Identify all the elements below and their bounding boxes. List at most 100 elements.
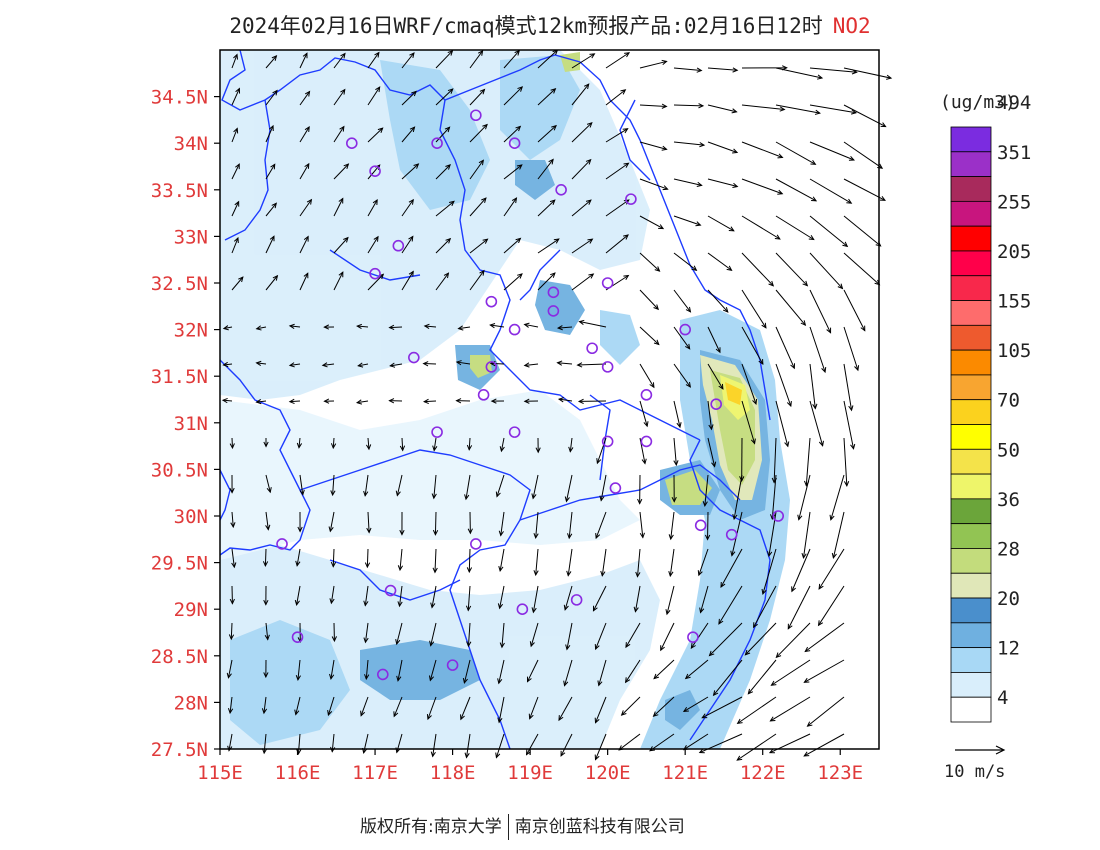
- wind-vector: [396, 733, 403, 753]
- footer-divider: [507, 814, 509, 840]
- wind-vector-head: [698, 748, 705, 754]
- wind-vector-head: [620, 89, 627, 95]
- wind-vector: [809, 289, 832, 333]
- lat-tick-label: 30N: [174, 506, 208, 528]
- wind-vector: [818, 585, 845, 626]
- wind-vector-head: [397, 601, 403, 608]
- wind-vector-head: [478, 159, 484, 166]
- wind-vector-head: [460, 714, 465, 721]
- wind-vector-head: [229, 443, 235, 450]
- wind-vector-head: [340, 88, 346, 95]
- wind-vector-head: [528, 713, 534, 720]
- wind-vector-head: [466, 444, 473, 451]
- wind-vector: [367, 511, 370, 533]
- wind-vector-head: [556, 325, 563, 331]
- wind-vector: [653, 659, 675, 679]
- wind-vector-head: [860, 325, 866, 332]
- wind-vector: [435, 126, 450, 143]
- wind-vector-head: [720, 581, 726, 588]
- wind-vector-head: [395, 747, 401, 754]
- wind-vector: [327, 696, 335, 716]
- station-marker: [276, 538, 288, 550]
- wind-vector-head: [489, 323, 496, 329]
- wind-vector-head: [802, 280, 809, 287]
- wind-vector-head: [797, 514, 803, 521]
- wind-vector: [666, 585, 675, 615]
- wind-vector: [741, 104, 785, 111]
- wind-vector-head: [817, 620, 824, 627]
- wind-vector: [707, 252, 732, 271]
- wind-vector-head: [374, 51, 380, 58]
- station-marker: [485, 361, 498, 373]
- wind-vector-head: [811, 196, 818, 202]
- wind-vector-head: [790, 363, 796, 370]
- wind-vector: [707, 104, 737, 113]
- wind-vector: [496, 474, 505, 497]
- wind-vector: [401, 91, 417, 106]
- wind-vector: [605, 199, 630, 217]
- wind-vector-head: [227, 708, 234, 715]
- wind-vector: [775, 363, 792, 407]
- wind-vector: [605, 89, 626, 106]
- wind-vector-head: [432, 567, 438, 574]
- colorbar-label: 155: [997, 291, 1031, 313]
- wind-vector: [532, 474, 539, 499]
- wind-vector-head: [455, 360, 462, 366]
- wind-vector-head: [698, 103, 705, 109]
- wind-vector: [707, 215, 735, 232]
- wind-vector-head: [718, 383, 724, 390]
- wind-vector: [256, 326, 267, 330]
- wind-vector: [299, 236, 309, 254]
- wind-vector: [231, 511, 234, 528]
- wind-vector-head: [304, 125, 310, 132]
- wind-vector: [673, 104, 704, 107]
- wind-vector-head: [550, 272, 556, 278]
- wind-vector-head: [266, 487, 272, 494]
- colorbar-label: 255: [997, 191, 1031, 213]
- wind-vector: [331, 733, 335, 752]
- wind-vector-head: [653, 304, 660, 311]
- wind-vector: [265, 622, 269, 640]
- wind-vector-head: [831, 552, 837, 559]
- wind-vector-head: [704, 534, 711, 541]
- station-marker: [470, 538, 482, 550]
- wind-vector-head: [294, 599, 300, 607]
- wind-vector-head: [432, 529, 439, 536]
- station-marker: [547, 305, 560, 317]
- wind-vector-head: [662, 185, 669, 191]
- station-marker: [508, 426, 521, 438]
- station-marker: [694, 519, 707, 532]
- wind-vector: [469, 270, 485, 291]
- wind-vector: [595, 622, 607, 650]
- wind-vector: [429, 659, 437, 681]
- wind-vector: [503, 86, 523, 106]
- wind-vector-head: [568, 446, 574, 453]
- wind-vector: [289, 325, 301, 328]
- wind-vector-head: [594, 754, 600, 761]
- wind-vector: [733, 474, 743, 520]
- colorbar-swatch: [950, 275, 992, 301]
- lat-tick-label: 34N: [174, 133, 208, 155]
- wind-vector: [468, 437, 471, 450]
- lat-tick-label: 33N: [174, 226, 208, 248]
- wind-vector: [673, 400, 681, 428]
- wind-vector: [297, 733, 301, 754]
- wind-vector-head: [255, 360, 262, 366]
- station-marker: [291, 631, 304, 643]
- wind-vector: [741, 252, 774, 287]
- wind-vector-head: [750, 438, 756, 445]
- wind-vector-head: [730, 550, 736, 557]
- lat-tick-label: 29N: [174, 599, 208, 621]
- wind-vector: [265, 474, 271, 493]
- station-marker: [431, 426, 443, 438]
- wind-vector-head: [587, 238, 594, 244]
- colorbar-swatch: [950, 374, 992, 401]
- wind-vector: [700, 585, 709, 613]
- wind-vector-head: [846, 198, 853, 204]
- wind-vector-head: [304, 90, 311, 97]
- wind-vector: [843, 67, 892, 79]
- wind-vector: [798, 474, 811, 520]
- wind-vector: [299, 163, 310, 180]
- wind-vector: [537, 199, 556, 217]
- wind-vector: [264, 548, 267, 566]
